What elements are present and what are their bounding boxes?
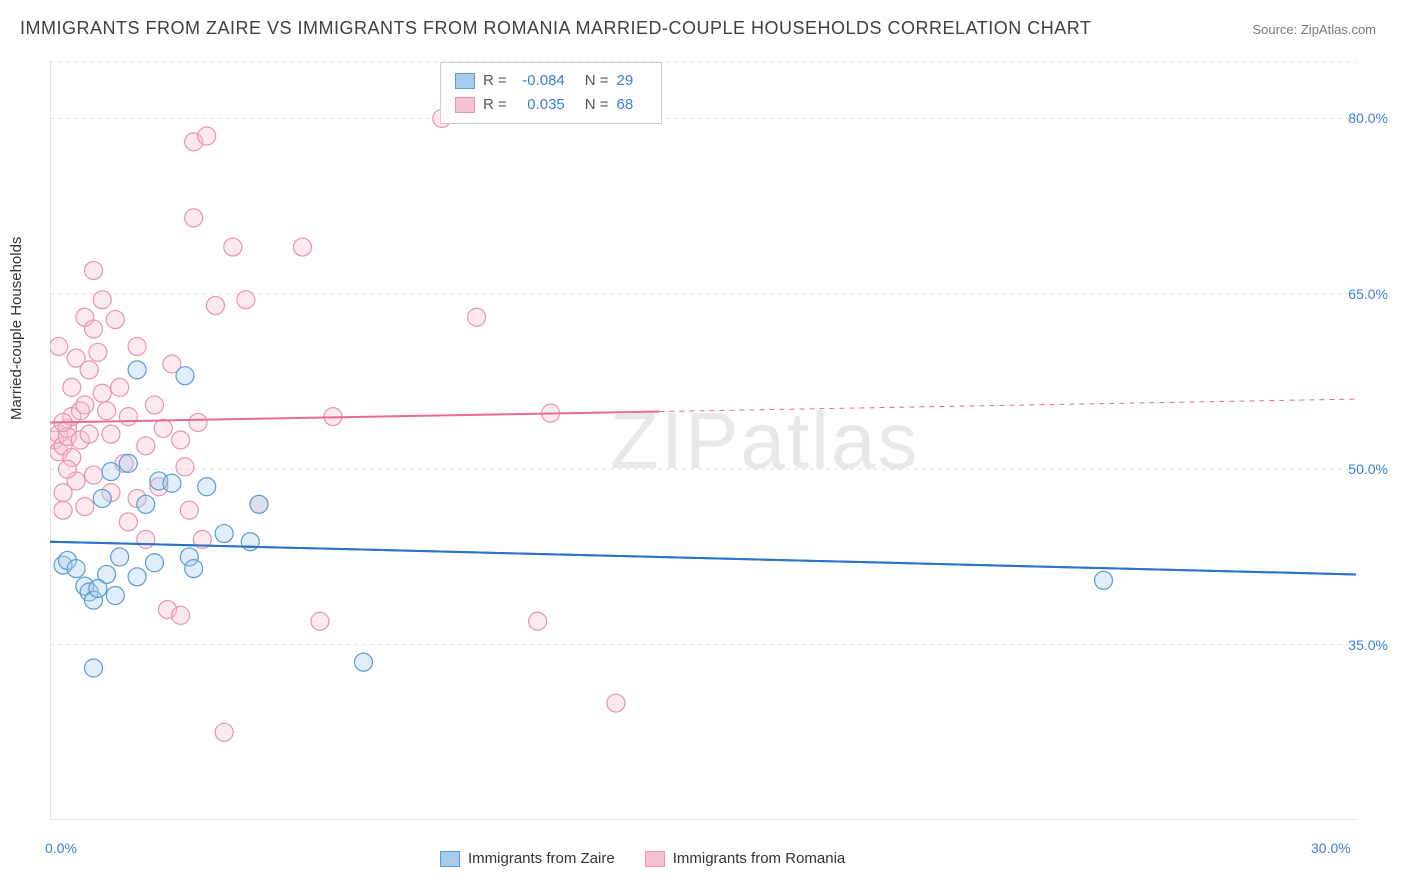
stats-row-zaire: R = -0.084 N = 29 [455, 69, 647, 93]
swatch-icon [440, 851, 460, 867]
legend-label: Immigrants from Romania [673, 850, 846, 867]
y-tick-label: 50.0% [1348, 461, 1388, 477]
n-value: 68 [617, 93, 647, 117]
swatch-icon [455, 73, 475, 89]
correlation-stats-box: R = -0.084 N = 29 R = 0.035 N = 68 [440, 62, 662, 124]
stats-row-romania: R = 0.035 N = 68 [455, 93, 647, 117]
bottom-legend: Immigrants from Zaire Immigrants from Rom… [440, 850, 845, 867]
legend-label: Immigrants from Zaire [468, 850, 615, 867]
legend-item-zaire: Immigrants from Zaire [440, 850, 615, 867]
swatch-icon [455, 97, 475, 113]
r-value: -0.084 [515, 69, 565, 93]
y-tick-label: 80.0% [1348, 110, 1388, 126]
scatter-chart [50, 60, 1356, 820]
n-label: N = [585, 93, 609, 117]
source-credit: Source: ZipAtlas.com [1252, 22, 1376, 37]
chart-title: IMMIGRANTS FROM ZAIRE VS IMMIGRANTS FROM… [20, 18, 1091, 39]
y-tick-label: 65.0% [1348, 286, 1388, 302]
y-tick-label: 35.0% [1348, 637, 1388, 653]
r-label: R = [483, 69, 507, 93]
x-tick-label: 0.0% [45, 840, 77, 856]
x-tick-label: 30.0% [1311, 840, 1351, 856]
n-label: N = [585, 69, 609, 93]
y-axis-label: Married-couple Households [8, 237, 25, 420]
r-value: 0.035 [515, 93, 565, 117]
n-value: 29 [617, 69, 647, 93]
legend-item-romania: Immigrants from Romania [645, 850, 846, 867]
r-label: R = [483, 93, 507, 117]
swatch-icon [645, 851, 665, 867]
